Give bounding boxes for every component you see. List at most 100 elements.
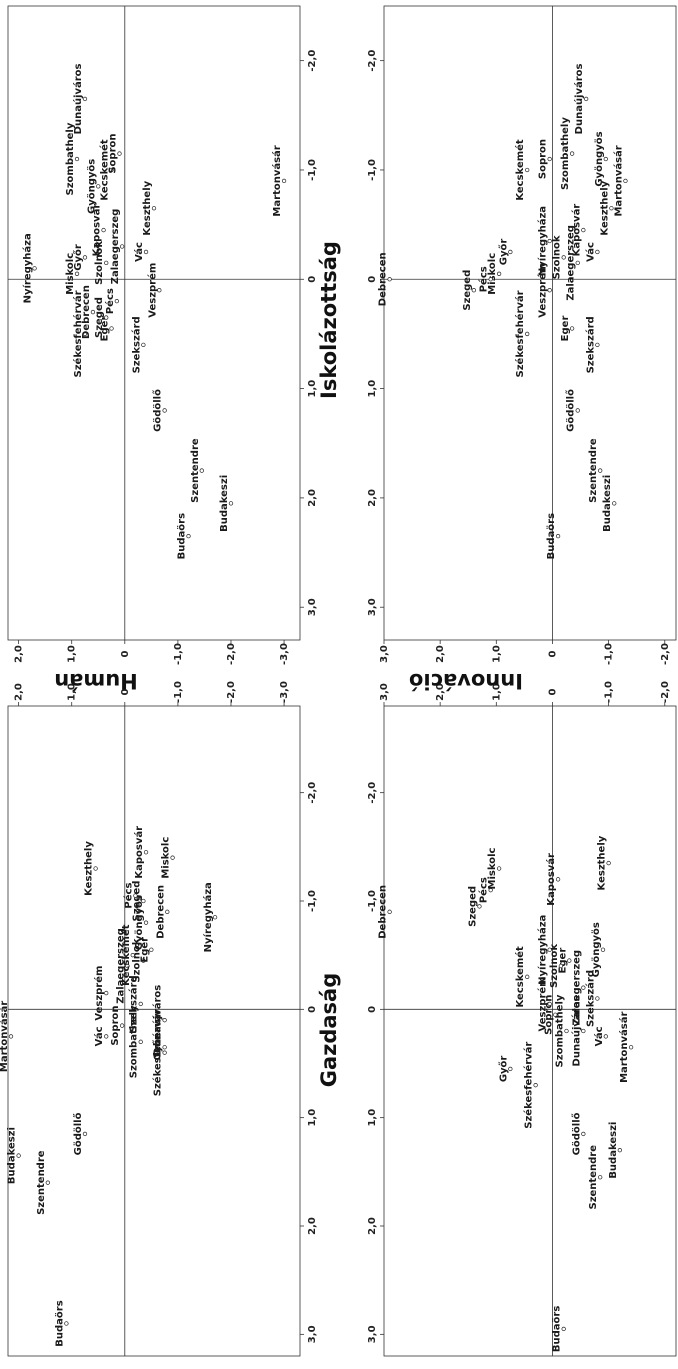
y-tick-label: -3,0 [279,643,290,665]
x-tick-label: 1,0 [367,1109,378,1127]
y-tick-label: -3,0 [279,681,290,703]
scatter-point [157,288,162,293]
point-label: Budaörs [552,1306,563,1352]
scatter-point [162,1018,167,1023]
scatter-point [533,1083,538,1088]
scatter-point [595,249,600,255]
y-tick-label: 3,0 [379,683,390,701]
point-label: Martonvásár [271,145,283,216]
y-axis-title: Humán [54,669,138,693]
point-label: Vác [93,1026,105,1046]
point-label: Veszprém [146,263,158,318]
point-label: Kaposvár [91,204,103,257]
y-tick-label: 0 [547,650,558,657]
scatter-point [606,860,611,866]
point-label: Budakeszi [7,1127,18,1184]
scatter-point [125,963,130,969]
scatter-point [547,238,552,244]
point-label: Vác [584,242,596,262]
point-label: Székesfehérvár [152,1009,164,1096]
y-tick-label: 2,0 [14,645,25,663]
scatter-point [281,178,287,184]
point-label: Keszthely [84,841,95,896]
point-label: Zalaegerszeg [110,209,121,285]
scatter-point [547,1001,552,1007]
point-label: Győr [152,1034,164,1061]
x-tick-label: 3,0 [367,598,378,616]
scatter-point [471,288,476,293]
x-axis-title: Iskolázottság [317,241,341,399]
scatter-point [199,468,204,473]
point-label: Budaörs [54,1300,65,1346]
point-label: Budakeszi [602,475,613,532]
scatter-point [74,271,80,276]
scatter-point [162,408,167,413]
point-label: Szentendre [588,438,599,503]
point-label: Miskolc [161,837,172,879]
point-label: Martonvásár [0,1001,10,1072]
scatter-point [114,298,119,304]
x-tick-label: 3,0 [307,1325,318,1343]
x-tick-label: -1,0 [367,890,378,912]
scatter-point [598,468,603,473]
point-label: Pécs [104,288,116,314]
scatter-point [609,206,614,211]
point-label: Kecskemét [120,924,132,986]
point-label: Gyöngyös [591,922,602,977]
scatter-point [117,151,122,156]
scatter-point [525,167,530,173]
scatter-point [600,947,606,952]
point-label: Nyíregyháza [22,233,34,303]
scatter-point [581,227,586,233]
point-label: Győr [497,1056,509,1083]
scatter-panel-3: -2,0 -1,0 0 1,0 2,0 3,0 -2,0 -1,0 0 1,0 2,0 3,0 Buda… [367,5,677,665]
point-label: Veszprém [537,263,549,318]
point-label: Szombathely [560,117,571,190]
point-label: Miskolc [65,253,76,295]
scatter-point [90,309,96,315]
point-label: Eger [560,316,571,342]
point-label: Szombathely [555,994,566,1067]
scatter-point [32,266,37,271]
point-label: Sopron [107,133,118,173]
point-label: Győr [72,244,84,271]
scatter-point [162,1045,167,1050]
point-label: Vác [593,1026,605,1046]
scatter-point [101,227,106,233]
x-tick-label: 0 [367,276,378,283]
point-label: Szeged [467,886,478,927]
scatter-panel-1: -2,0 -1,0 0 1,0 2,0 3,0 -3,0 -2,0 -1,0 0 1,0 2,0 Bud… [7,5,318,665]
point-label: Szentendre [588,1145,599,1210]
y-axis-title: Innováció [409,669,523,693]
point-label: Gödöllő [565,389,577,432]
point-label: Gödöllő [570,1112,582,1155]
scatter-point [133,893,138,898]
point-label: Győr [497,239,509,266]
scatter-point [130,953,135,958]
scatter-point [109,167,114,173]
point-label: Gyöngyös [134,895,145,950]
scatter-point [82,96,88,102]
scatter-point [555,877,561,882]
scatter-point [508,1066,513,1072]
scatter-panel-4: -2,0 -1,0 0 1,0 2,0 3,0 -2,0 -1,0 0 1,0 2,0 3,0 Buda… [367,681,677,1357]
x-tick-label: 0 [307,276,318,283]
point-label: Eger [139,937,150,963]
scatter-point [143,850,149,855]
x-tick-label: 1,0 [307,1109,318,1127]
scatter-point [387,909,392,914]
y-tick-label: -1,0 [604,643,615,665]
x-tick-label: 3,0 [307,598,318,616]
scatter-point [623,178,628,184]
point-label: Szeged [94,297,105,338]
point-label: Keszthely [142,180,153,235]
x-tick-label: 1,0 [367,380,378,398]
point-label: Keszthely [597,835,608,890]
scatter-point [104,990,109,996]
point-label: Pécs [478,266,490,292]
scatter-point [162,1050,167,1055]
y-tick-label: 1,0 [491,683,502,701]
y-tick-label: -1,0 [173,643,184,665]
point-label: Szolnok [552,235,563,279]
scatter-point [141,898,146,904]
